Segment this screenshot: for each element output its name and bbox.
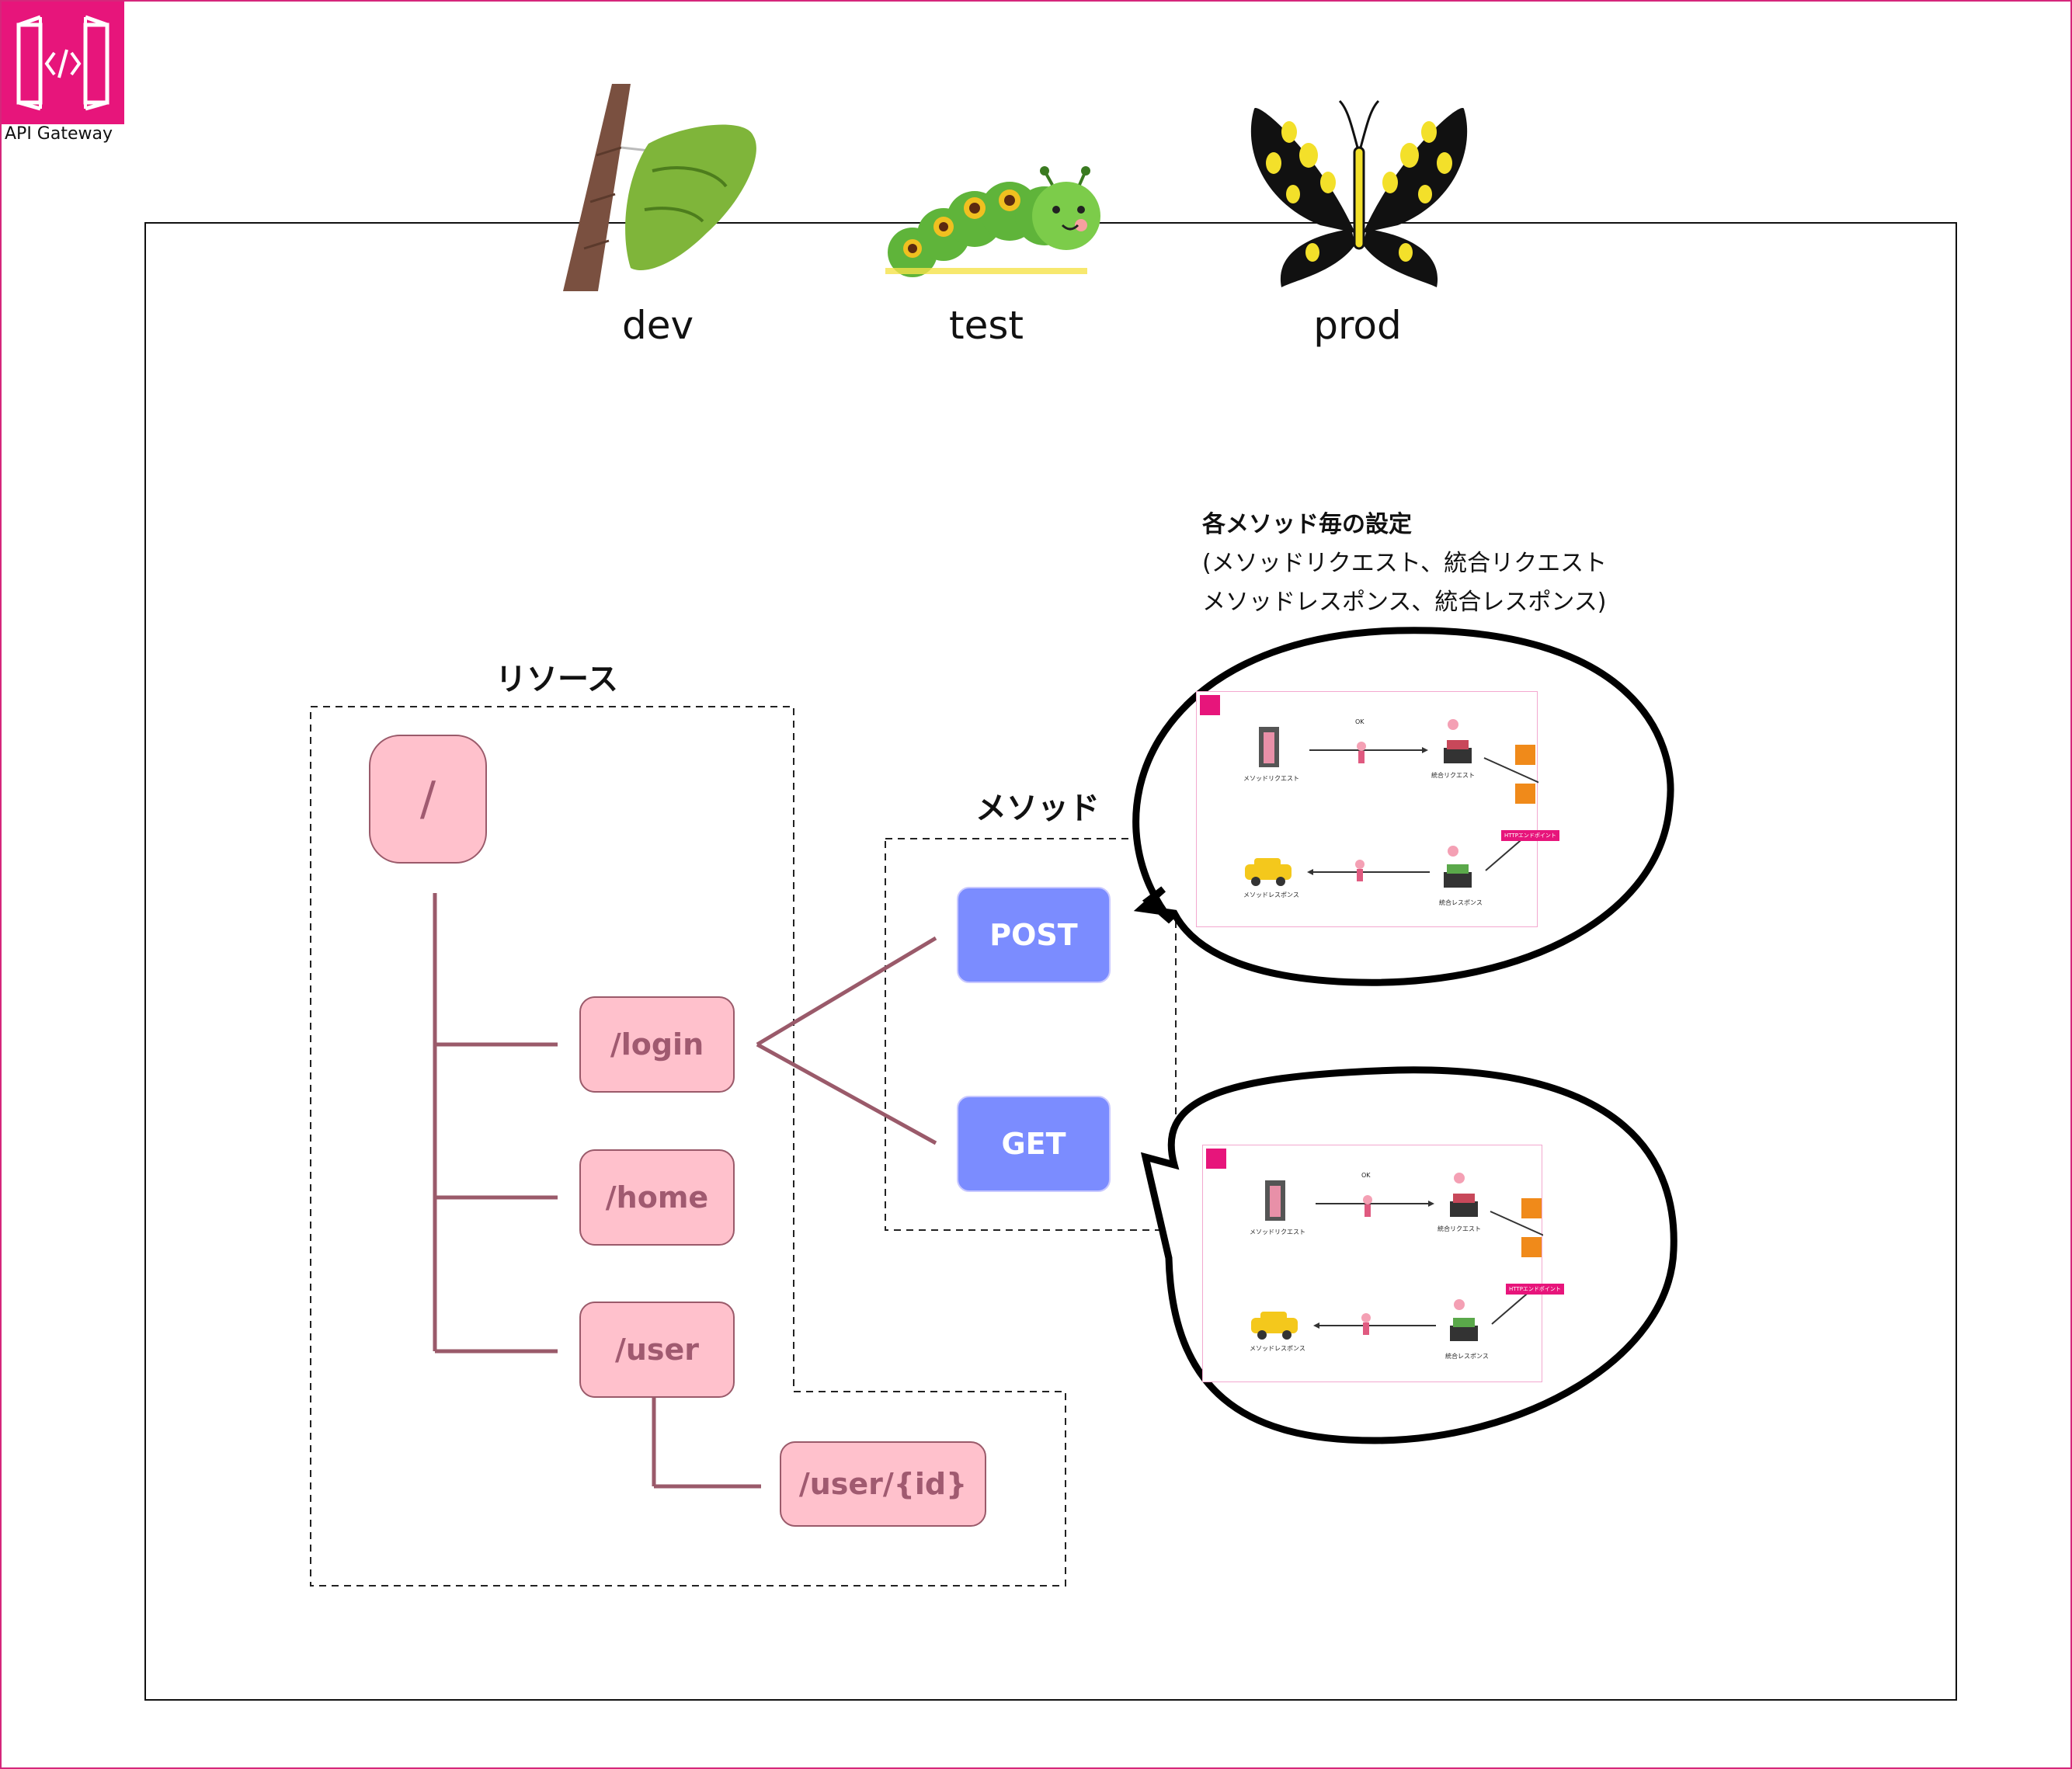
flow-arrows [1245, 719, 1538, 888]
method-settings-line2: メソッドレスポンス、統合レスポンス) [1202, 589, 1607, 616]
methods-region [885, 838, 1177, 1231]
resource-tree-lines [433, 893, 937, 1489]
resource-user-id[interactable]: /user/{id} [780, 1441, 986, 1527]
flow-label-method-request: メソッドリクエスト [1250, 1229, 1305, 1236]
method-settings-title: 各メソッド毎の設定 [1202, 511, 1412, 538]
api-gateway-mini-icon [1206, 1149, 1226, 1169]
stage-label-test: test [948, 303, 1024, 348]
caterpillar-icon [885, 166, 1100, 277]
api-gateway-label: API Gateway [5, 124, 113, 144]
resource-root[interactable]: / [369, 735, 487, 864]
flow-label-endpoint: HTTPエンドポイント [1501, 830, 1559, 841]
flow-label-method-response: メソッドレスポンス [1250, 1345, 1305, 1352]
resources-heading: リソース [495, 662, 618, 697]
resources-region [310, 706, 1066, 1587]
flow-thumbnail-get: メソッドリクエスト OK 統合リクエスト HTTPエンドポイント メソッドレスポ… [1202, 1145, 1564, 1382]
stage-label-prod: prod [1313, 303, 1402, 348]
resource-user[interactable]: /user [579, 1302, 735, 1398]
flow-label-ok: OK [1355, 718, 1365, 725]
flow-label-integration-response: 統合レスポンス [1445, 1353, 1489, 1360]
method-post[interactable]: POST [957, 887, 1111, 983]
flow-thumbnail-post: メソッドリクエスト OK 統合リクエスト HTTPエンドポイント メソッドレスポ… [1196, 691, 1559, 927]
flow-label-endpoint: HTTPエンドポイント [1506, 1284, 1564, 1295]
api-gateway-mini-icon [1200, 695, 1220, 715]
flow-label-ok: OK [1361, 1172, 1371, 1179]
pupa-icon [563, 84, 756, 291]
stage-label-dev: dev [621, 303, 694, 348]
flow-arrows [1251, 1173, 1543, 1341]
flow-label-integration-request: 統合リクエスト [1438, 1225, 1481, 1232]
butterfly-icon [1250, 99, 1468, 287]
resource-login[interactable]: /login [579, 996, 735, 1093]
methods-heading: メソッド [975, 791, 1100, 826]
flow-label-method-response: メソッドレスポンス [1243, 891, 1299, 898]
api-gateway-icon [2, 2, 124, 124]
flow-label-method-request: メソッドリクエスト [1243, 775, 1299, 782]
flow-label-integration-request: 統合リクエスト [1431, 772, 1475, 779]
flow-label-integration-response: 統合レスポンス [1439, 899, 1483, 906]
method-settings-line1: (メソッドリクエスト、統合リクエスト [1202, 550, 1608, 577]
method-get[interactable]: GET [957, 1096, 1111, 1192]
resource-home[interactable]: /home [579, 1149, 735, 1246]
